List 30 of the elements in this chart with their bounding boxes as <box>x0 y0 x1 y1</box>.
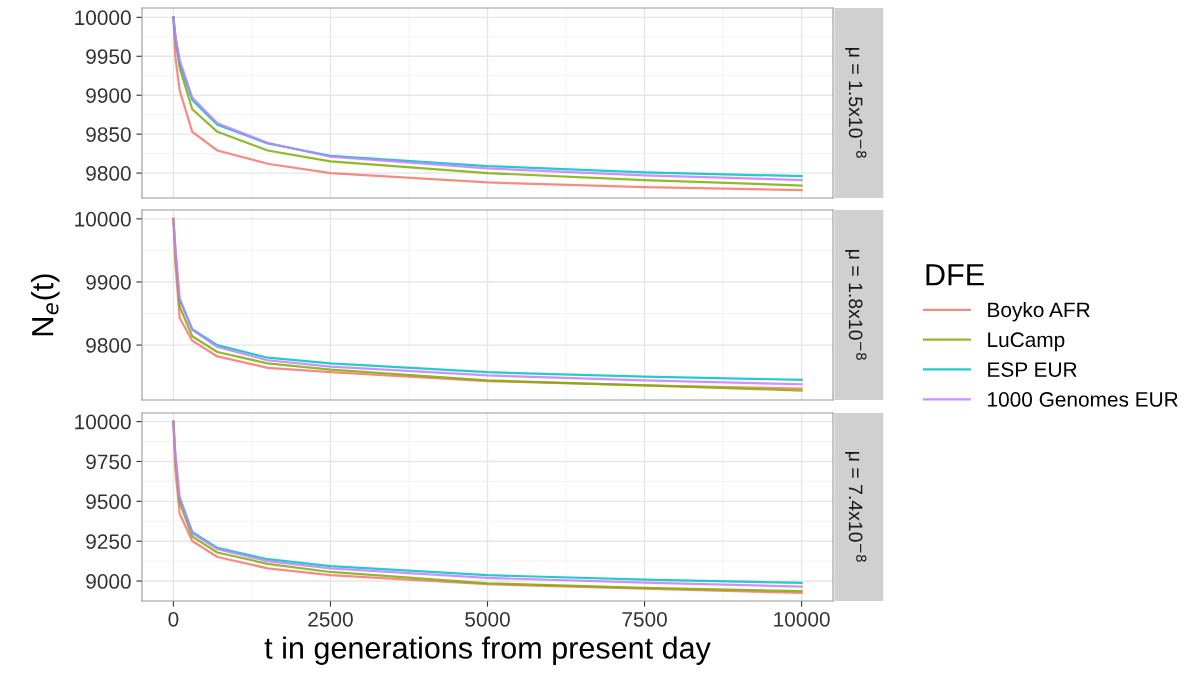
y-tick-label: 9000 <box>86 574 131 589</box>
y-tick-label: 9900 <box>86 274 131 290</box>
y-tick-label: 9750 <box>86 454 131 470</box>
x-axis-title: t in generations from present day <box>264 636 711 665</box>
line-series <box>178 496 803 584</box>
x-tick-label: 2500 <box>308 611 353 627</box>
y-tick-label: 9800 <box>86 166 131 181</box>
y-tick-label: 10000 <box>75 211 131 227</box>
y-tick-label: 10000 <box>75 10 131 26</box>
y-axis-title: N$_{e}$(t) <box>31 274 60 336</box>
legend-label: 1000 Genomes EUR <box>988 392 1178 407</box>
legend-label: Boyko AFR <box>988 301 1090 322</box>
y-tick-label: 9800 <box>86 338 131 353</box>
line-series <box>178 298 803 381</box>
legend-label: LuCamp <box>988 332 1065 352</box>
legend-title: DFE <box>926 264 984 286</box>
text: μ = 7.4x10$^{−8}$ <box>845 452 867 562</box>
y-tick-label: 10000 <box>75 414 131 430</box>
legend-label: ESP EUR <box>988 362 1077 377</box>
x-tick-label: 0 <box>168 611 179 627</box>
text: μ = 1.8x10$^{−8}$ <box>845 250 867 360</box>
y-tick-label: 9500 <box>86 494 131 510</box>
y-tick-label: 9850 <box>86 127 131 142</box>
x-tick-label: 7500 <box>622 611 667 627</box>
x-tick-label: 10000 <box>774 611 830 627</box>
x-tick-label: 5000 <box>465 611 510 627</box>
text: μ = 1.5x10$^{−8}$ <box>845 48 867 158</box>
y-tick-label: 9900 <box>86 88 131 103</box>
y-tick-label: 9950 <box>86 49 131 65</box>
y-tick-label: 9250 <box>86 534 131 549</box>
